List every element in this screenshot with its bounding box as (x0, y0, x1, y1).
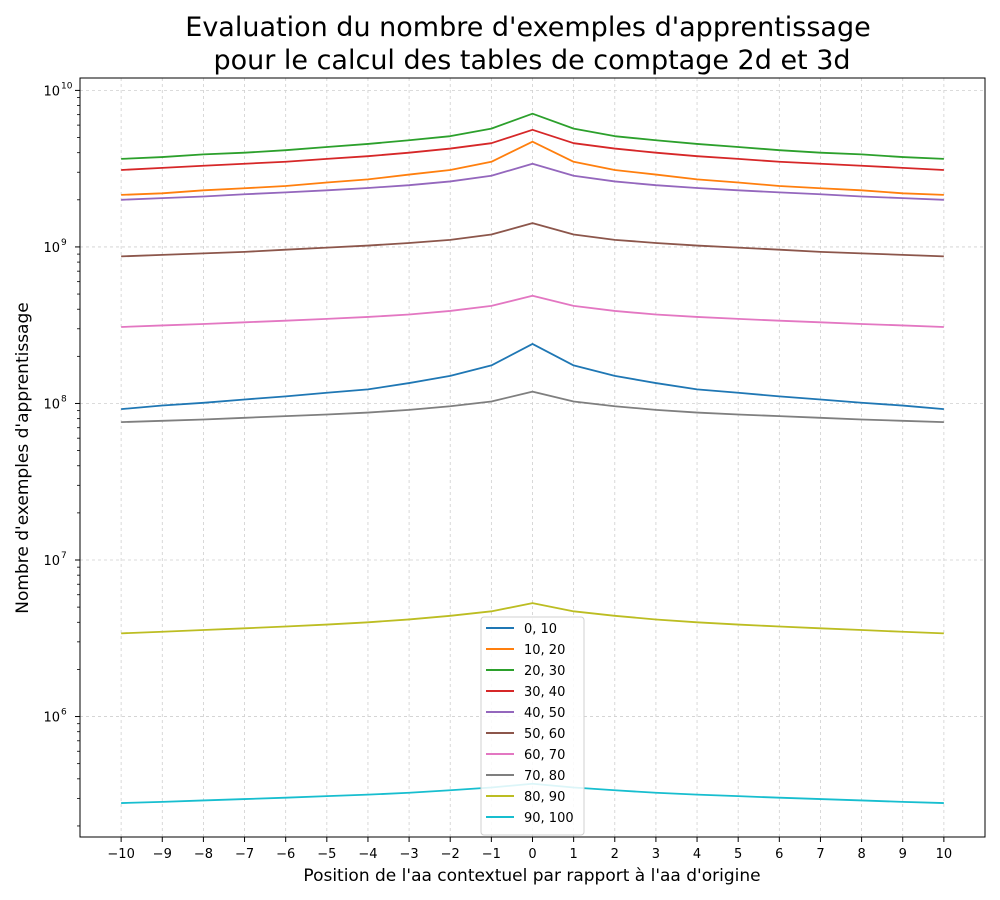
x-tick-label: −8 (194, 847, 213, 862)
x-tick-label: 2 (611, 847, 619, 862)
legend-label: 80, 90 (524, 790, 565, 805)
legend-label: 70, 80 (524, 769, 565, 784)
series-line-7 (121, 390, 944, 424)
legend-label: 10, 20 (524, 643, 565, 658)
chart-title-line-2: pour le calcul des tables de comptage 2d… (213, 45, 850, 76)
y-tick-exponent: 10 (61, 81, 73, 91)
grid (80, 78, 985, 837)
x-tick-label: 5 (734, 847, 742, 862)
x-tick-label: −4 (358, 847, 377, 862)
chart-title-line-1: Evaluation du nombre d'exemples d'appren… (185, 12, 870, 43)
y-tick-exponent: 9 (61, 238, 67, 248)
series-line-3 (121, 128, 944, 171)
x-tick-label: 8 (857, 847, 865, 862)
x-tick-label: −3 (400, 847, 419, 862)
y-tick-label: 10 (43, 554, 60, 569)
x-tick-label: 10 (936, 847, 953, 862)
series-line-5 (121, 222, 944, 258)
x-tick-label: 1 (569, 847, 577, 862)
y-tick-label: 10 (43, 397, 60, 412)
legend-label: 0, 10 (524, 622, 557, 637)
y-tick-label: 10 (43, 241, 60, 256)
legend-box (480, 616, 585, 836)
x-tick-label: 4 (693, 847, 701, 862)
series-lines (121, 112, 944, 804)
y-axis-label: Nombre d'exemples d'apprentissage (13, 302, 33, 613)
y-tick-exponent: 6 (61, 708, 67, 718)
legend-label: 30, 40 (524, 685, 565, 700)
x-tick-label: 0 (528, 847, 536, 862)
y-tick-exponent: 8 (61, 394, 67, 404)
x-tick-label: −10 (107, 847, 134, 862)
y-tick-exponent: 7 (61, 551, 67, 561)
legend-label: 90, 100 (524, 811, 574, 826)
x-tick-label: 6 (775, 847, 783, 862)
legend: 0, 10 10, 20 20, 30 30, 40 40, 50 50, 60 60, 7… (480, 616, 585, 836)
x-axis-label: Position de l'aa contextuel par rapport … (303, 866, 760, 886)
x-tick-label: −2 (441, 847, 460, 862)
x-tick-label: 3 (652, 847, 660, 862)
series-line-1 (121, 140, 944, 196)
legend-label: 40, 50 (524, 706, 565, 721)
series-line-0 (121, 343, 944, 411)
series-line-2 (121, 112, 944, 160)
series-line-8 (121, 602, 944, 635)
x-tick-label: −9 (153, 847, 172, 862)
x-tick-label: −7 (235, 847, 254, 862)
x-tick-label: −1 (482, 847, 501, 862)
x-tick-label: −5 (317, 847, 336, 862)
y-tick-label: 10 (43, 84, 60, 99)
legend-label: 20, 30 (524, 664, 565, 679)
x-axis-ticks: −10 −9 −8 −7 −6 −5 −4 −3 −2 −1 0 1 2 3 4 5 6 7 8 9 10 (107, 837, 952, 862)
series-line-6 (121, 294, 944, 328)
legend-label: 60, 70 (524, 748, 565, 763)
series-line-4 (121, 162, 944, 201)
x-tick-label: 9 (899, 847, 907, 862)
x-tick-label: 7 (816, 847, 824, 862)
x-tick-label: −6 (276, 847, 295, 862)
y-tick-label: 10 (43, 711, 60, 726)
legend-label: 50, 60 (524, 727, 565, 742)
